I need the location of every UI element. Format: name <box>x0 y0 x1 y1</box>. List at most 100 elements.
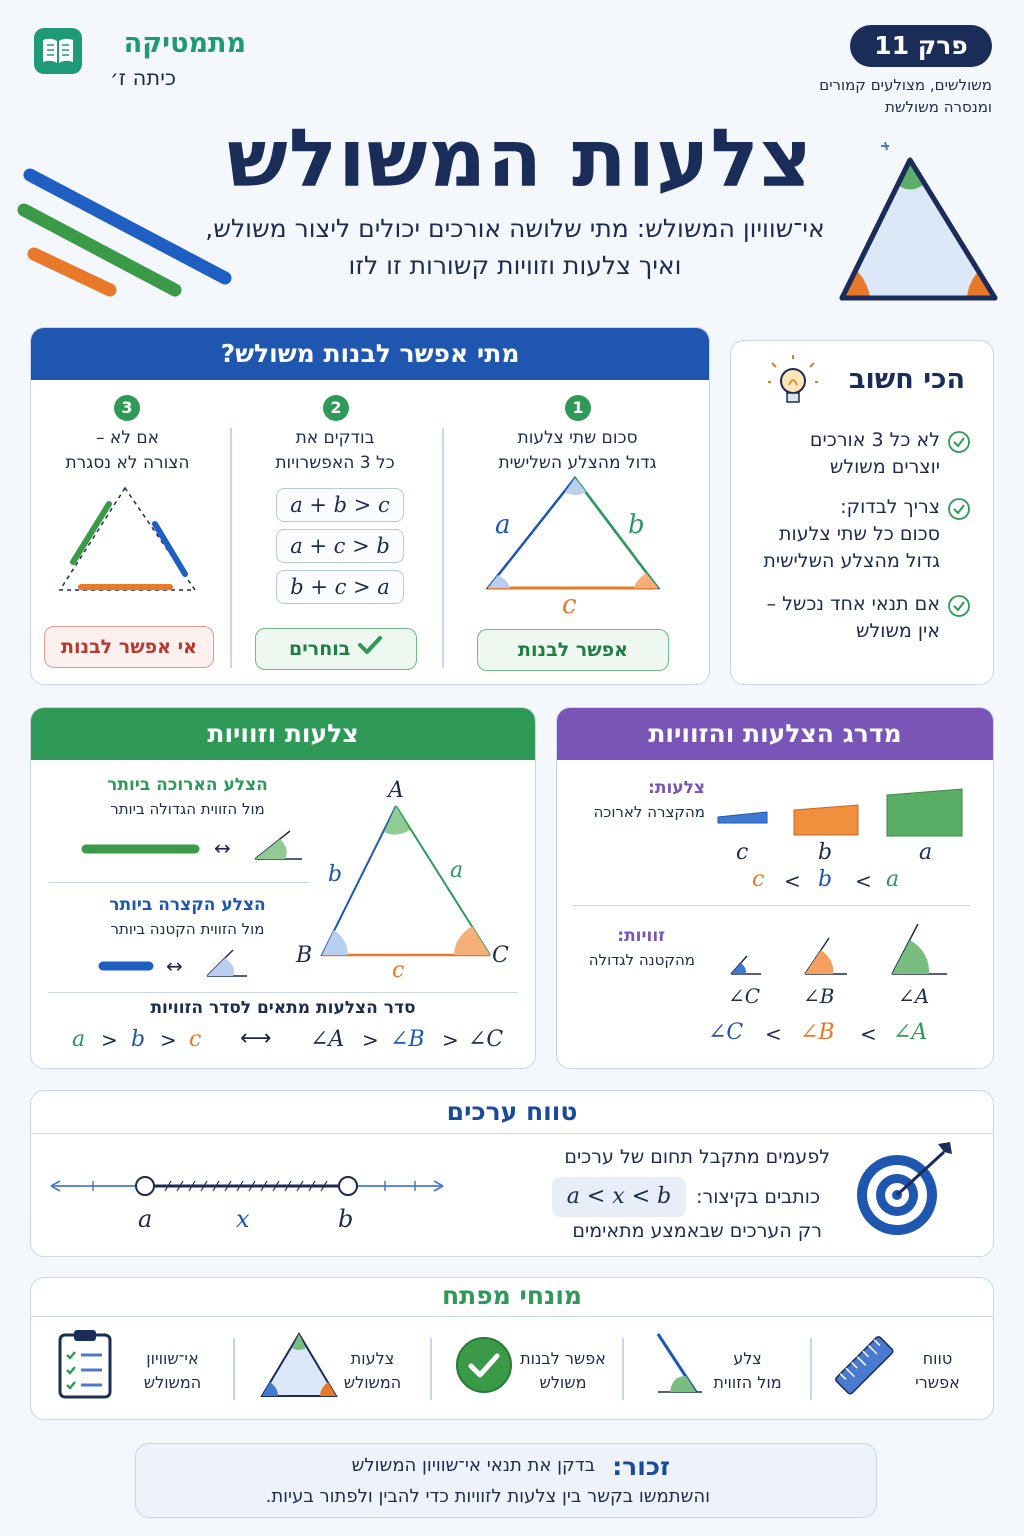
order-gt: > <box>442 1028 459 1052</box>
step-1-line2: גדול מהצלע השלישית <box>498 453 657 473</box>
build-card-title: מתי אפשר לבנות משולש? <box>31 328 709 380</box>
term-can-build: אפשר לבנות משולש <box>513 1347 613 1395</box>
target-icon <box>857 1142 952 1235</box>
term-range-line1: טווח <box>922 1349 953 1368</box>
ordering-card: מדרג הצלעות והזוויות <box>556 707 994 1069</box>
vertex-label-b: B <box>296 943 313 968</box>
remember-label: זכור: <box>612 1452 670 1481</box>
order-angle-a: ∠A <box>310 1027 345 1052</box>
order-side-b: b <box>131 1027 146 1052</box>
term-range-line2: אפשרי <box>915 1373 960 1392</box>
subtitle-line1: אי־שוויון המשולש: מתי שלושה אורכים יכולי… <box>205 214 825 243</box>
order-side-a: a <box>72 1027 86 1052</box>
ruler-icon <box>835 1336 894 1395</box>
block-label-a: a <box>919 840 933 865</box>
side-label-a: a <box>495 510 511 540</box>
number-line-diagram <box>50 1176 444 1196</box>
block-label-b: b <box>818 840 833 865</box>
number-line-a: a <box>138 1205 153 1233</box>
angles-order-sub: מהקטנה לגדולה <box>588 951 695 969</box>
brand-grade: כיתה ז׳ <box>110 66 176 90</box>
sides-order-label: צלעות: <box>648 778 705 798</box>
term-triangle-sides: צלעות המשולש <box>330 1347 415 1395</box>
inequality-1: a + b > c <box>276 488 404 522</box>
brand-title: מתמטיקה <box>123 28 246 59</box>
open-triangle-diagram <box>58 486 197 591</box>
choose-button[interactable]: בוחרים <box>255 628 417 670</box>
section-divider <box>31 1133 993 1134</box>
chapter-topics-line2: ומנסרה משולשת <box>885 98 992 116</box>
important-item-1-line1: לא כל 3 אורכים <box>809 429 940 451</box>
inequality-3: b + c > a <box>276 570 404 604</box>
check-icon <box>357 630 383 670</box>
clipboard-icon <box>58 1330 112 1399</box>
angles-order-lt: < <box>860 1022 877 1046</box>
sides-order-lt: < <box>784 869 801 893</box>
term-can-build-line2: משולש <box>539 1373 587 1392</box>
term-side-angle-line2: מול הזווית <box>713 1373 782 1392</box>
remember-line2: והשתמשו בקשר בין צלעות לזוויות כדי להבין… <box>265 1486 710 1507</box>
step-3-line1: אם לא – <box>96 428 159 448</box>
longest-side-sub: מול הזווית הגדולה ביותר <box>110 800 265 818</box>
angle-sizes-illustration <box>730 923 947 975</box>
important-item-2-line1: צריך לבדוק: <box>840 496 940 518</box>
section-divider <box>572 905 970 906</box>
valid-triangle-diagram <box>485 475 661 590</box>
order-gt: > <box>362 1028 379 1052</box>
order-gt: > <box>101 1028 118 1052</box>
vertex-label-a: A <box>388 778 404 803</box>
range-card <box>30 1090 994 1257</box>
step-1-line1: סכום שתי צלעות <box>517 428 638 448</box>
range-line-2-prefix: כותבים בקיצור: <box>696 1186 820 1208</box>
term-side-angle-line1: צלע <box>733 1349 762 1368</box>
key-terms-title: מונחי מפתח <box>441 1281 583 1310</box>
side-label-c: c <box>562 590 577 620</box>
range-formula: a < x < b <box>552 1177 686 1217</box>
page-subtitle: אי־שוויון המשולש: מתי שלושה אורכים יכולי… <box>190 210 840 284</box>
order-side-c: c <box>189 1027 202 1052</box>
triangle-icon <box>260 1332 338 1397</box>
term-side-angle: צלע מול הזווית <box>705 1347 790 1395</box>
important-item-1-line2: יוצרים משולש <box>829 456 940 478</box>
triangle-abc-diagram <box>320 805 491 957</box>
angles-order-b: ∠B <box>800 1020 835 1045</box>
range-title: טווח ערכים <box>446 1097 578 1126</box>
check-circle-icon <box>948 498 970 520</box>
key-terms-card <box>30 1277 994 1420</box>
can-build-button[interactable]: אפשר לבנות <box>477 629 669 671</box>
step-2-line1: בודקים את <box>295 428 375 448</box>
longest-side-title: הצלע הארוכה ביותר <box>107 775 268 795</box>
cannot-build-button[interactable]: אי אפשר לבנות <box>44 626 214 668</box>
important-item-2-line3: גדול מהצלע השלישית <box>763 550 940 572</box>
important-title: הכי חשוב <box>849 364 965 395</box>
chapter-topics-line1: משולשים, מצולעים קמורים <box>819 76 992 94</box>
check-circle-icon <box>456 1337 512 1393</box>
term-triangle-inequality: אי־שוויון המשולש <box>125 1347 220 1395</box>
range-line-1: לפעמים מתקבל תחום של ערכים <box>564 1146 830 1168</box>
shortest-side-title: הצלע הקצרה ביותר <box>109 895 266 915</box>
sides-angles-title: צלעות וזוויות <box>31 708 535 760</box>
column-separator <box>230 428 232 668</box>
header-triangle-icon <box>839 141 998 301</box>
page-title: צלעות המשולש <box>227 112 813 205</box>
column-separator <box>430 1338 432 1400</box>
angles-order-c: ∠C <box>708 1020 744 1045</box>
order-gt: > <box>160 1028 177 1052</box>
sides-order-b: b <box>818 867 833 892</box>
step-3-text: אם לא – הצורה לא נסגרת <box>35 426 220 476</box>
shortest-side-sub: מול הזווית הקטנה ביותר <box>110 920 265 938</box>
step-number-1: 1 <box>565 395 591 421</box>
subtitle-line2: ואיך צלעות וזוויות קשורות זו לזו <box>348 251 682 280</box>
side-label-b: b <box>628 510 645 540</box>
important-item-2-line2: סכום כל שתי צלעות <box>779 523 940 545</box>
order-long-arrow-icon: ⟷ <box>240 1026 272 1051</box>
term-can-build-line1: אפשר לבנות <box>520 1349 606 1368</box>
angles-order-label: זוויות: <box>617 926 665 946</box>
important-item-3-line1: אם תנאי אחד נכשל – <box>766 593 940 615</box>
step-number-2: 2 <box>323 395 349 421</box>
step-2-line2: כל 3 האפשרויות <box>275 453 395 473</box>
shortest-arrow-icon: ↔ <box>166 954 183 978</box>
step-2-text: בודקים את כל 3 האפשרויות <box>240 426 430 476</box>
term-triangle-inequality-line2: המשולש <box>143 1373 202 1392</box>
choose-button-label: בוחרים <box>288 638 351 660</box>
